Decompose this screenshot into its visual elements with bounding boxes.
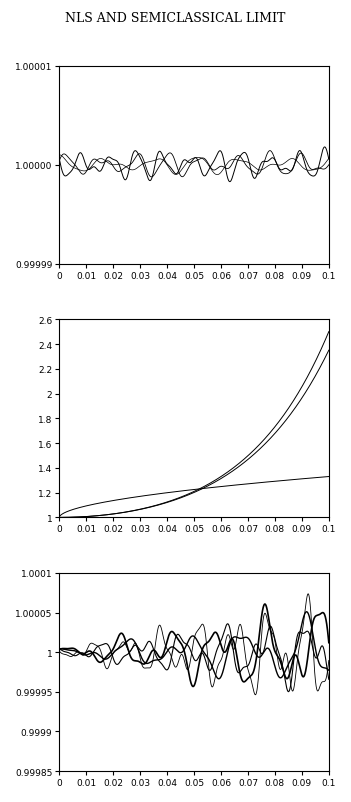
Text: NLS AND SEMICLASSICAL LIMIT: NLS AND SEMICLASSICAL LIMIT (65, 12, 286, 25)
